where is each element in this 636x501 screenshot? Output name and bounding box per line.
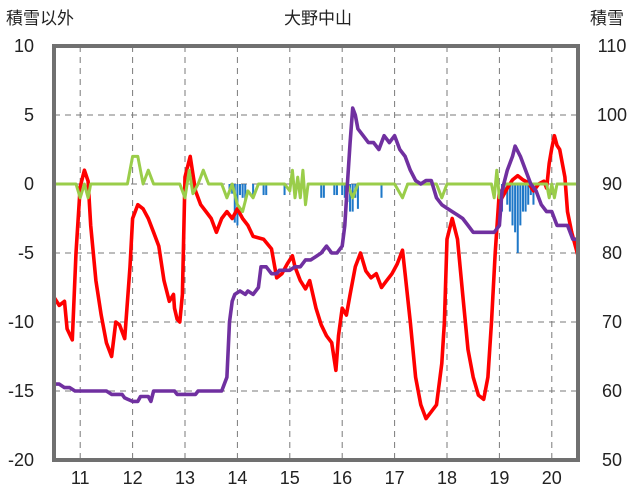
bar: [252, 184, 255, 196]
bar: [341, 184, 344, 196]
y-right-tick-label: 110: [598, 36, 627, 56]
bar: [265, 184, 268, 196]
bar: [349, 184, 352, 212]
y-left-tick-label: 0: [24, 174, 34, 194]
bar: [233, 184, 236, 223]
bar: [239, 184, 242, 196]
bar: [519, 184, 522, 226]
right-axis-title: 積雪: [590, 9, 624, 29]
x-tick-label: 11: [71, 468, 90, 488]
bar: [343, 184, 346, 198]
left-axis-title: 積雪以外: [6, 9, 74, 29]
bar: [506, 184, 509, 205]
y-right-tick-label: 90: [602, 174, 622, 194]
bar: [527, 184, 530, 205]
y-left-tick-label: 10: [14, 36, 34, 56]
bar: [262, 184, 265, 196]
series-line: [52, 106, 580, 404]
y-left-tick-label: -20: [8, 450, 34, 470]
tick-labels: 10 110 5 100 0 90 -5 80 -10 70 -15 60 -20 50 11 12 13 14 1…: [8, 36, 627, 488]
bar: [524, 184, 527, 212]
bar: [514, 184, 517, 233]
bar-series: [228, 184, 535, 253]
bar: [241, 184, 244, 198]
x-tick-label: 16: [332, 468, 352, 488]
plot-frame: [52, 44, 580, 462]
y-left-tick-label: -5: [18, 243, 34, 263]
bar: [283, 184, 286, 196]
x-tick-label: 12: [123, 468, 143, 488]
x-tick-label: 13: [175, 468, 195, 488]
x-tick-label: 19: [489, 468, 509, 488]
bar: [532, 184, 535, 205]
bar: [380, 184, 383, 198]
line-series: [52, 106, 580, 421]
y-left-tick-label: -10: [8, 312, 34, 332]
y-right-tick-label: 100: [597, 105, 627, 125]
bar: [333, 184, 336, 196]
bar: [320, 184, 323, 198]
bar: [335, 184, 338, 196]
bar: [521, 184, 524, 212]
y-left-tick-label: -15: [8, 381, 34, 401]
x-tick-label: 14: [227, 468, 247, 488]
x-tick-label: 15: [280, 468, 300, 488]
y-right-tick-label: 50: [602, 450, 622, 470]
bar: [508, 184, 511, 212]
x-tick-label: 17: [385, 468, 405, 488]
y-left-tick-label: 5: [24, 105, 34, 125]
y-right-tick-label: 60: [602, 381, 622, 401]
x-tick-label: 20: [542, 468, 562, 488]
bar: [322, 184, 325, 198]
series-line: [52, 154, 580, 214]
bar: [516, 184, 519, 253]
gridlines: [54, 46, 578, 460]
y-right-tick-label: 70: [602, 312, 622, 332]
bar: [511, 184, 514, 226]
bar: [356, 184, 359, 209]
y-right-tick-label: 80: [602, 243, 622, 263]
bar: [244, 184, 247, 202]
x-tick-label: 18: [437, 468, 457, 488]
chart-title: 大野中山: [284, 9, 352, 29]
